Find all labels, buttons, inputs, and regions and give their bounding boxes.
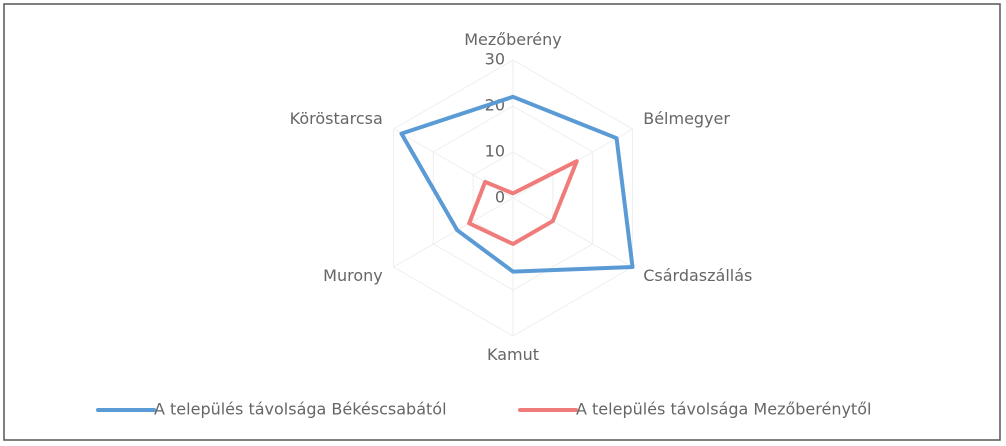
y-tick-label: 10	[485, 142, 505, 161]
series-line	[467, 159, 579, 246]
category-label: Kamut	[487, 345, 539, 364]
category-label: Mezőberény	[464, 30, 562, 49]
category-label: Köröstarcsa	[290, 109, 383, 128]
series-line	[399, 94, 635, 274]
legend-label: A település távolsága Békéscsabától	[154, 400, 447, 419]
legend-label: A település távolsága Mezőberénytől	[576, 400, 871, 419]
axis-spoke	[512, 197, 633, 268]
category-label: Bélmegyer	[643, 109, 730, 128]
chart-frame	[3, 3, 1001, 441]
y-tick-label: 30	[485, 50, 505, 69]
category-label: Csárdaszállás	[643, 266, 752, 285]
y-tick-label: 0	[495, 188, 505, 207]
category-label: Murony	[323, 266, 383, 285]
axis-spoke	[393, 197, 514, 268]
